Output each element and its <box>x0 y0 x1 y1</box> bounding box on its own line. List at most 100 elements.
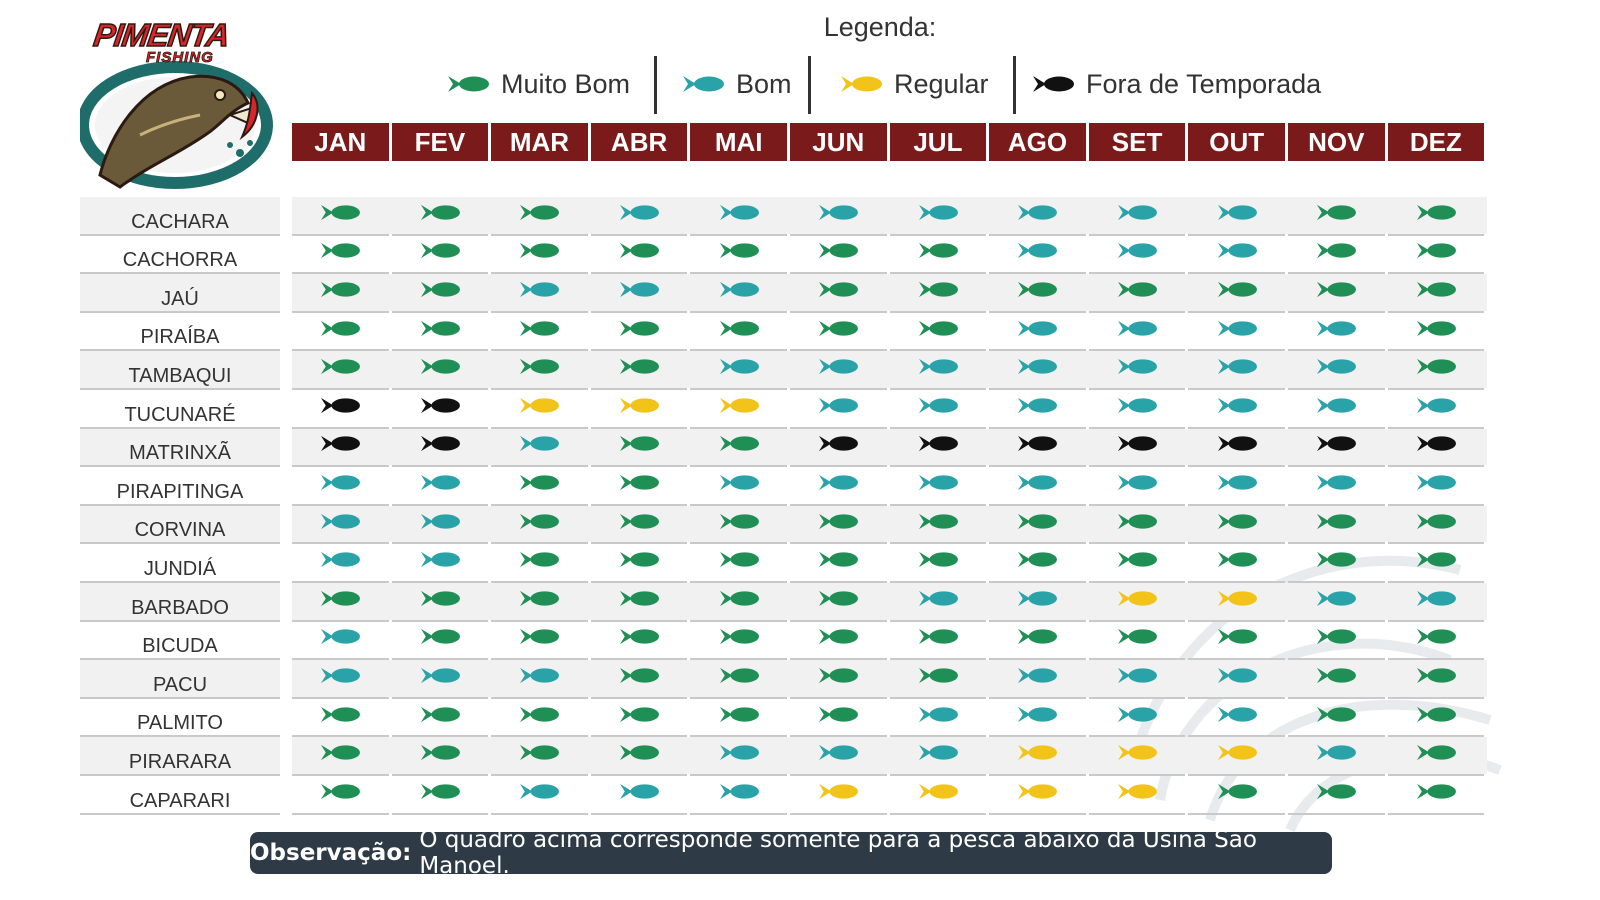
rating-cell <box>790 236 887 267</box>
rating-cell <box>1288 544 1385 575</box>
note-bar: Observação: O quadro acima corresponde s… <box>250 827 1332 879</box>
row-divider <box>590 310 688 313</box>
row-divider <box>790 619 887 622</box>
rating-cell <box>690 429 787 460</box>
fish-icon <box>916 512 960 531</box>
row-divider <box>1288 465 1385 468</box>
row-divider <box>1188 465 1285 468</box>
row-divider <box>1387 503 1485 506</box>
species-name: PALMITO <box>80 698 280 738</box>
rating-cell <box>1188 313 1285 344</box>
row-divider <box>1088 774 1186 776</box>
month-header: ABR <box>590 123 688 161</box>
fish-icon <box>1115 280 1159 299</box>
rating-cell <box>1089 313 1186 344</box>
fish-icon <box>318 280 362 299</box>
fish-icon <box>1015 319 1059 338</box>
fish-icon <box>916 782 960 801</box>
row-divider <box>491 310 588 313</box>
row-divider <box>491 735 588 738</box>
fish-icon <box>418 666 462 685</box>
row-divider <box>1387 696 1485 699</box>
row-divider <box>1088 542 1186 545</box>
rating-cell <box>1288 776 1385 807</box>
row-divider <box>1387 812 1485 815</box>
fish-icon <box>617 473 661 492</box>
row-divider <box>1088 696 1186 699</box>
row-divider <box>590 426 688 429</box>
fish-icon <box>418 782 462 801</box>
fish-icon <box>1215 203 1259 222</box>
rating-cell <box>989 197 1086 228</box>
rating-cell <box>1089 506 1186 537</box>
fish-icon <box>318 550 362 569</box>
fish-icon <box>816 550 860 569</box>
rating-cell <box>1188 467 1285 498</box>
row-divider <box>391 658 489 661</box>
row-divider <box>1188 310 1285 313</box>
rating-cell <box>1388 236 1485 267</box>
fish-icon <box>318 666 362 685</box>
row-divider <box>790 310 887 313</box>
rating-cell <box>790 660 887 691</box>
fish-icon <box>1314 203 1358 222</box>
fish-icon <box>1314 473 1358 492</box>
rating-cell <box>1188 583 1285 614</box>
row-divider <box>391 735 489 738</box>
fish-icon <box>617 241 661 260</box>
rating-cell <box>392 274 489 305</box>
rating-cell <box>690 776 787 807</box>
rating-cell <box>392 506 489 537</box>
fish-icon <box>1314 550 1358 569</box>
rating-cell <box>1188 390 1285 421</box>
row-divider <box>690 774 787 776</box>
row-divider <box>889 503 987 506</box>
fish-icon <box>1215 782 1259 801</box>
row-divider <box>590 812 688 815</box>
fish-icon <box>717 241 761 260</box>
legend-item: Fora de Temporada <box>1030 66 1321 102</box>
fish-icon <box>1215 473 1259 492</box>
rating-cell <box>890 776 987 807</box>
species-name: CACHARA <box>80 197 280 236</box>
fish-icon <box>717 627 761 646</box>
fish-icon <box>418 512 462 531</box>
row-divider <box>590 581 688 583</box>
row-band <box>292 737 1487 774</box>
fish-icon <box>1215 589 1259 608</box>
month-header: DEZ <box>1387 123 1485 161</box>
fish-icon <box>1115 666 1159 685</box>
fish-icon <box>1314 666 1358 685</box>
fish-icon <box>1414 241 1458 260</box>
rating-cell <box>1089 622 1186 653</box>
fish-icon <box>1215 280 1259 299</box>
row-divider <box>491 542 588 545</box>
month-header: SET <box>1088 123 1186 161</box>
row-divider <box>1188 619 1285 622</box>
rating-cell <box>491 583 588 614</box>
rating-cell <box>1388 583 1485 614</box>
rating-cell <box>591 583 688 614</box>
row-divider <box>690 426 787 429</box>
fish-icon <box>1015 666 1059 685</box>
row-divider <box>491 426 588 429</box>
rating-cell <box>690 699 787 730</box>
fish-icon <box>318 782 362 801</box>
fish-icon <box>318 241 362 260</box>
row-divider <box>292 774 389 776</box>
row-divider <box>590 388 688 390</box>
row-divider <box>590 542 688 545</box>
rating-cell <box>1089 660 1186 691</box>
row-divider <box>1088 465 1186 468</box>
fish-icon <box>1414 203 1458 222</box>
row-divider <box>1088 310 1186 313</box>
row-divider <box>491 658 588 661</box>
rating-cell <box>989 583 1086 614</box>
fish-icon <box>1015 512 1059 531</box>
rating-cell <box>392 737 489 768</box>
row-divider <box>989 812 1086 815</box>
row-divider <box>80 696 280 699</box>
fish-icon <box>1215 319 1259 338</box>
rating-cell <box>890 737 987 768</box>
species-name: BARBADO <box>80 583 280 622</box>
